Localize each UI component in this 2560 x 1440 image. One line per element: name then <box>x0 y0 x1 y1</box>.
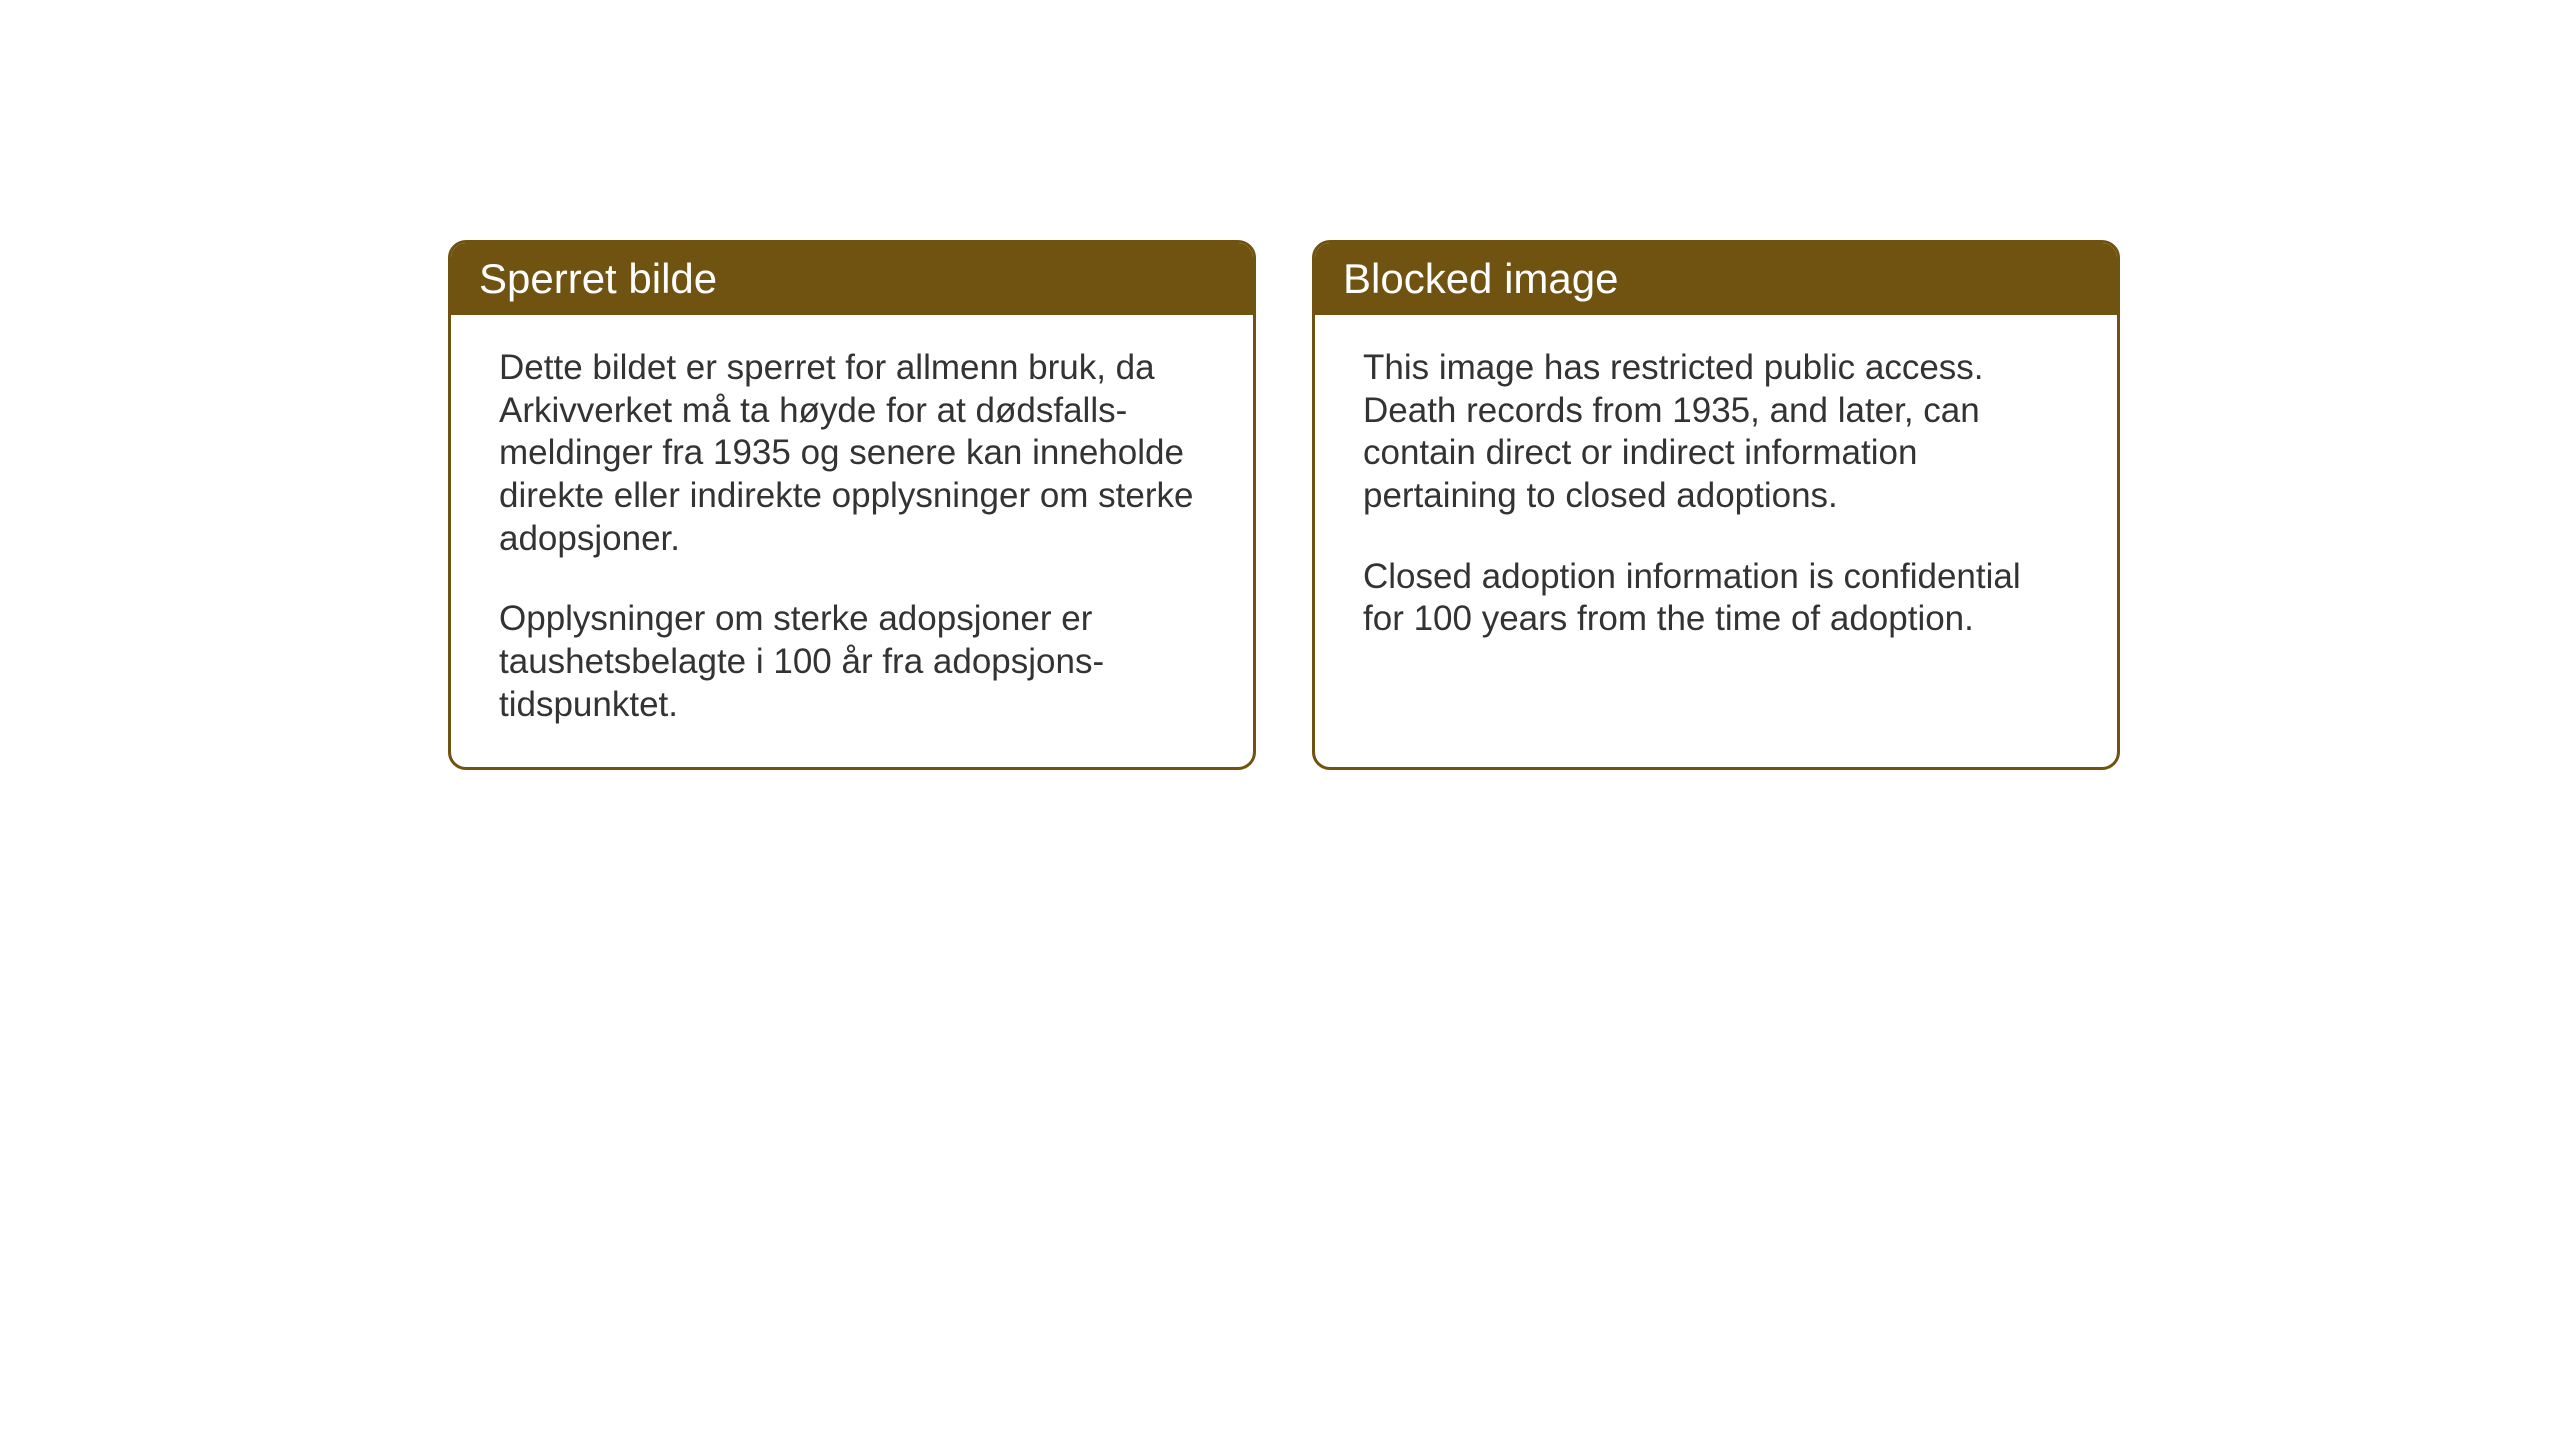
notice-card-english: Blocked image This image has restricted … <box>1312 240 2120 770</box>
notice-card-norwegian: Sperret bilde Dette bildet er sperret fo… <box>448 240 1256 770</box>
paragraph-norwegian-1: Dette bildet er sperret for allmenn bruk… <box>499 347 1205 560</box>
paragraph-english-1: This image has restricted public access.… <box>1363 347 2069 518</box>
notice-container: Sperret bilde Dette bildet er sperret fo… <box>448 240 2120 770</box>
paragraph-english-2: Closed adoption information is confident… <box>1363 556 2069 641</box>
card-body-english: This image has restricted public access.… <box>1315 315 2117 751</box>
paragraph-norwegian-2: Opplysninger om sterke adopsjoner er tau… <box>499 598 1205 726</box>
card-header-norwegian: Sperret bilde <box>451 243 1253 315</box>
card-header-english: Blocked image <box>1315 243 2117 315</box>
card-body-norwegian: Dette bildet er sperret for allmenn bruk… <box>451 315 1253 767</box>
